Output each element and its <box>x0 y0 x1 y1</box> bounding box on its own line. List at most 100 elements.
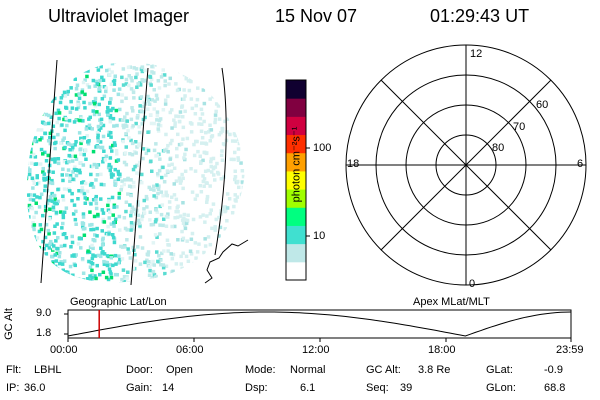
uv-pixel <box>51 124 56 128</box>
uv-pixel <box>139 109 143 113</box>
uv-pixel <box>84 157 88 161</box>
uv-pixel <box>84 127 89 131</box>
uv-pixel <box>119 282 123 283</box>
x-tick-label-1800: 18:00 <box>428 344 456 356</box>
uv-pixel <box>150 70 154 74</box>
uv-pixel <box>58 85 62 89</box>
uv-pixel <box>203 272 208 276</box>
uv-pixel <box>248 104 252 108</box>
uv-pixel <box>90 268 94 273</box>
uv-pixel <box>193 197 198 201</box>
uv-pixel <box>64 206 69 210</box>
uv-pixel <box>63 94 68 98</box>
uv-pixel <box>104 154 109 159</box>
uv-pixel <box>210 79 214 83</box>
uv-pixel <box>34 254 38 259</box>
uv-pixel <box>145 197 149 201</box>
uv-pixel <box>99 254 103 259</box>
uv-pixel <box>247 237 251 241</box>
uv-pixel <box>100 229 104 233</box>
uv-pixel <box>77 189 81 193</box>
uv-pixel <box>166 150 170 154</box>
uv-pixel <box>122 182 126 187</box>
uv-pixel <box>105 110 109 114</box>
uv-pixel <box>241 174 245 179</box>
uv-pixel <box>51 246 56 251</box>
uv-pixel <box>82 152 86 157</box>
uv-pixel <box>41 152 45 156</box>
uv-pixel <box>94 178 98 182</box>
uv-pixel <box>143 260 147 265</box>
uv-pixel <box>74 209 78 214</box>
uv-pixel <box>26 88 28 92</box>
uv-pixel <box>31 178 36 182</box>
uv-pixel <box>141 117 146 122</box>
uv-pixel <box>158 62 162 63</box>
uv-pixel <box>101 134 106 139</box>
uv-pixel <box>219 279 223 283</box>
uv-pixel <box>109 256 113 260</box>
uv-pixel <box>86 142 91 146</box>
uv-pixel <box>31 95 36 100</box>
uv-pixel <box>190 106 195 111</box>
uv-pixel <box>113 143 117 147</box>
uv-pixel <box>214 109 218 114</box>
uv-pixel <box>110 195 115 200</box>
uv-pixel <box>77 96 82 100</box>
uv-pixel <box>94 276 98 281</box>
uv-pixel <box>73 77 77 81</box>
uv-pixel <box>226 76 230 81</box>
filter-value: LBHL <box>34 364 62 376</box>
uv-pixel <box>207 283 211 287</box>
longitude-line <box>214 67 227 256</box>
uv-pixel <box>182 62 187 66</box>
uv-pixel <box>63 145 67 150</box>
uv-pixel <box>33 64 37 68</box>
uv-pixel <box>76 169 80 173</box>
uv-pixel <box>156 127 160 131</box>
uv-pixel <box>83 181 88 186</box>
uv-pixel <box>118 172 122 177</box>
uv-pixel <box>202 65 206 69</box>
uv-pixel <box>107 216 111 220</box>
uv-pixel <box>168 62 172 64</box>
uv-pixel <box>37 229 42 234</box>
uv-pixel <box>114 108 119 113</box>
uv-pixel <box>85 277 90 281</box>
uv-pixel <box>111 106 115 111</box>
uv-pixel <box>175 88 180 93</box>
uv-pixel <box>244 229 245 234</box>
uv-pixel <box>180 283 184 287</box>
uv-pixel <box>26 128 30 132</box>
uv-pixel <box>142 207 146 211</box>
uv-pixel <box>61 167 65 171</box>
uv-pixel <box>107 133 111 137</box>
time-label: 01:29:43 UT <box>430 6 530 26</box>
uv-pixel <box>186 79 191 83</box>
uv-pixel <box>94 194 98 199</box>
uv-pixel <box>68 179 72 183</box>
uv-pixel <box>38 109 42 113</box>
uv-pixel <box>85 125 89 129</box>
uv-pixel <box>118 228 122 232</box>
uv-pixel <box>244 69 245 74</box>
uv-pixel <box>232 157 236 162</box>
uv-pixel <box>93 96 98 101</box>
uv-pixel <box>74 173 79 178</box>
uv-pixel <box>213 281 217 283</box>
uv-pixel <box>81 224 85 229</box>
uv-pixel <box>40 110 45 114</box>
uv-pixel <box>62 117 66 122</box>
uv-pixel <box>51 263 55 267</box>
uv-pixel <box>230 75 234 79</box>
uv-pixel <box>217 74 222 78</box>
uv-pixel <box>37 89 41 94</box>
uv-pixel <box>61 221 65 226</box>
colorbar-tick-100: 100 <box>313 142 332 154</box>
uv-pixel <box>116 169 120 174</box>
uv-pixel <box>181 62 185 66</box>
uv-pixel <box>45 82 49 86</box>
uv-pixel <box>48 141 53 146</box>
uv-pixel <box>146 99 150 103</box>
lat-label-80: 80 <box>492 142 505 154</box>
